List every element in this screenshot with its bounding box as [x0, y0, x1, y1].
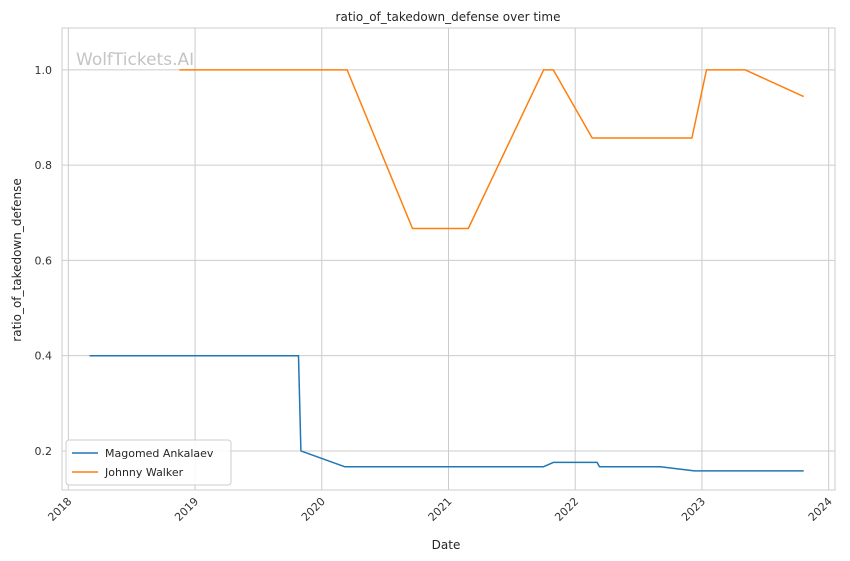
x-tick-label: 2021: [426, 495, 455, 524]
x-tick-label: 2018: [45, 495, 74, 524]
series-line-0: [89, 354, 804, 472]
data-series: [89, 69, 805, 472]
x-tick-label: 2023: [679, 495, 708, 524]
y-tick-label: 0.2: [35, 445, 53, 458]
legend-box: [65, 439, 232, 486]
series-line-1: [179, 69, 805, 230]
chart-title: ratio_of_takedown_defense over time: [336, 10, 561, 24]
y-tick-label: 1.0: [35, 64, 53, 77]
legend-label: Magomed Ankalaev: [105, 447, 214, 460]
y-axis-ticks: 0.2 0.4 0.6 0.8 1.0: [35, 64, 53, 458]
y-tick-label: 0.6: [35, 254, 53, 267]
plot-area-border: [61, 27, 836, 491]
legend: Magomed Ankalaev Johnny Walker: [65, 439, 232, 486]
y-tick-label: 0.8: [35, 159, 53, 172]
x-tick-label: 2024: [806, 495, 835, 524]
legend-label: Johnny Walker: [104, 466, 184, 479]
x-tick-label: 2020: [299, 495, 328, 524]
x-axis-label: Date: [432, 538, 461, 552]
x-tick-label: 2019: [172, 495, 201, 524]
y-axis-label: ratio_of_takedown_defense: [10, 178, 24, 341]
y-tick-label: 0.4: [35, 350, 53, 363]
x-tick-label: 2022: [552, 495, 581, 524]
x-axis-ticks: 2018 2019 2020 2021 2022 2023 2024: [45, 495, 834, 524]
watermark: WolfTickets.AI: [76, 50, 194, 70]
